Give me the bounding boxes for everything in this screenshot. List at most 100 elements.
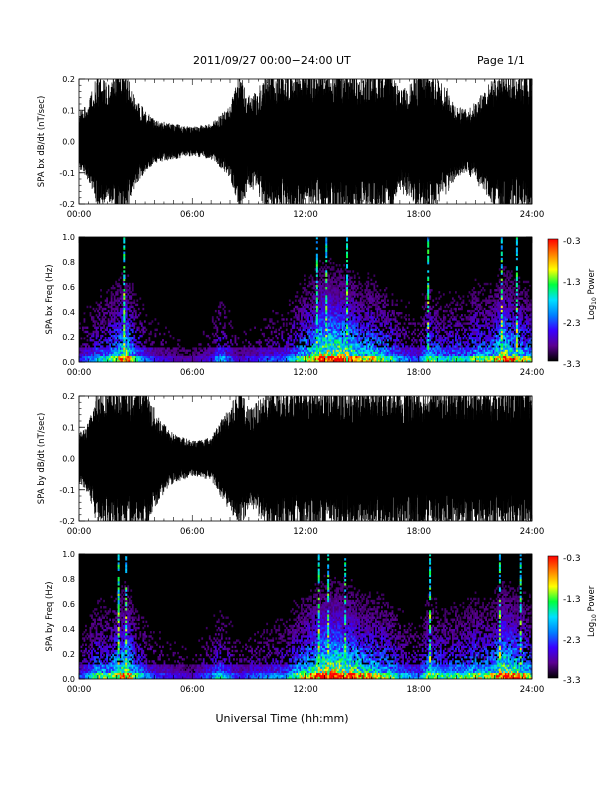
bx_freq-cell xyxy=(451,330,454,334)
bx_freq-cell xyxy=(432,355,435,359)
bx_freq-cell xyxy=(340,314,343,317)
bx_freq-cell xyxy=(314,345,317,348)
bx_freq-cell xyxy=(195,347,198,350)
bx_freq-cell xyxy=(119,316,122,319)
bx_freq-cell xyxy=(146,357,149,361)
bx_freq-cell xyxy=(133,301,136,304)
bx_freq-cell xyxy=(110,353,113,357)
bx_freq-cell xyxy=(423,341,426,344)
bx_freq-cell xyxy=(374,334,377,338)
bx_freq-cell xyxy=(329,291,332,294)
bx_freq-cell xyxy=(474,351,477,354)
bx_freq-cell xyxy=(314,318,317,321)
bx_freq-cell xyxy=(252,359,255,362)
bx_freq-cell xyxy=(353,274,356,277)
bx_freq-cell xyxy=(356,341,359,344)
bx_freq-cell xyxy=(374,326,377,329)
bx_freq-cell xyxy=(397,353,400,357)
bx_freq-cell xyxy=(381,359,383,362)
bx_freq-cell xyxy=(415,349,418,352)
bx_freq-cell xyxy=(222,337,225,340)
bx_freq-cell xyxy=(347,328,350,332)
bx_freq-cell xyxy=(361,307,364,311)
bx_freq-cell xyxy=(146,353,149,357)
bx_freq-cell xyxy=(332,318,335,321)
bx_freq-cell xyxy=(415,341,418,344)
bx_freq-cell xyxy=(131,355,134,359)
bx_freq-cell xyxy=(83,318,86,321)
bx_freq-cell xyxy=(337,353,340,357)
bx_freq-cell xyxy=(438,347,441,350)
bx_freq-cell xyxy=(223,332,226,336)
bx_freq-cell xyxy=(270,347,273,350)
bx_freq-cell xyxy=(302,299,305,302)
bx_freq-cell xyxy=(118,326,121,329)
bx_freq-cell xyxy=(83,355,86,359)
bx_freq-cell xyxy=(344,287,347,290)
bx_freq-cell xyxy=(426,341,429,344)
bx_freq-cell xyxy=(133,351,136,354)
bx_freq-cell xyxy=(210,347,213,350)
bx_freq-cell xyxy=(210,349,213,352)
bx_freq-cell xyxy=(116,314,119,317)
bx_freq-cell xyxy=(414,328,417,332)
bx_freq-cell xyxy=(408,351,410,354)
bx_freq-cell xyxy=(115,305,118,309)
bx_freq-spectrogram-cells xyxy=(79,237,532,362)
bx_freq-cell xyxy=(207,355,210,359)
bx_freq-cell xyxy=(113,351,116,354)
bx_freq-cell xyxy=(450,359,453,362)
bx_freq-cell xyxy=(175,355,178,359)
bx_freq-cell xyxy=(358,312,361,315)
bx_freq-cell xyxy=(307,359,309,362)
bx_freq-cell xyxy=(125,289,128,292)
bx_freq-cell xyxy=(430,359,433,362)
bx_freq-cell xyxy=(350,287,353,290)
bx_freq-cell xyxy=(347,284,350,288)
bx_freq-cell xyxy=(331,330,333,334)
bx_freq-cell xyxy=(91,339,93,342)
bx_freq-cell xyxy=(133,347,136,350)
bx_freq-cell xyxy=(260,345,263,348)
bx_freq-cell xyxy=(142,355,145,359)
bx_freq-cell xyxy=(311,309,314,313)
bx_freq-cell xyxy=(284,347,287,350)
bx_freq-cell xyxy=(340,334,343,338)
bx_freq-cell xyxy=(328,259,330,263)
bx_freq-cell xyxy=(387,322,389,325)
bx_freq-cell xyxy=(400,339,403,342)
bx_freq-cell xyxy=(316,332,318,336)
bx_freq-cell xyxy=(382,341,385,344)
bx_freq-cell xyxy=(92,355,95,359)
bx_freq-cell xyxy=(119,309,122,313)
bx_freq-cell xyxy=(384,347,386,350)
bx_freq-cell xyxy=(385,349,388,352)
bx_freq-cell xyxy=(370,341,373,344)
bx_freq-cell xyxy=(303,357,306,361)
bx_freq-cell xyxy=(326,343,329,346)
bx_freq-cell xyxy=(427,312,430,315)
bx_freq-cell xyxy=(341,332,344,336)
bx_freq-cell xyxy=(329,334,332,338)
bx_freq-cell xyxy=(397,312,400,315)
bx_freq-cell xyxy=(344,357,347,361)
bx_freq-cell xyxy=(393,318,395,321)
bx_freq-cell xyxy=(352,326,355,329)
bx_freq-cell xyxy=(346,339,349,342)
bx_freq-cell xyxy=(438,322,441,325)
bx_freq-cell xyxy=(432,347,435,350)
bx_freq-cell xyxy=(320,341,323,344)
bx_freq-cell xyxy=(331,320,333,323)
bx_freq-cell xyxy=(385,287,388,290)
bx_freq-cell xyxy=(116,301,119,304)
bx_freq-cell xyxy=(163,355,166,359)
bx_freq-cell xyxy=(335,314,338,317)
bx_freq-cell xyxy=(340,343,343,346)
bx_freq-cell xyxy=(470,347,472,350)
bx_freq-cell xyxy=(210,351,213,354)
bx_freq-cell xyxy=(311,339,314,342)
bx_freq-cell xyxy=(385,293,388,296)
bx_freq-cell xyxy=(308,359,311,362)
bx_freq-cell xyxy=(399,355,401,359)
bx_freq-cell xyxy=(352,320,355,323)
